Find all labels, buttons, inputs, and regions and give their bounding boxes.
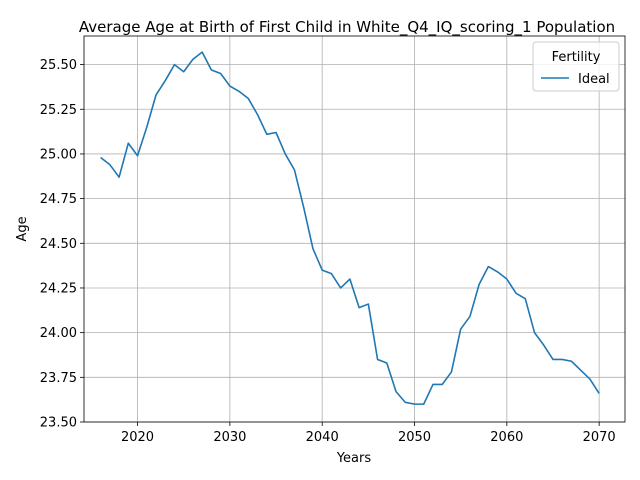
x-tick-label: 2030 (213, 430, 246, 445)
grid-lines (84, 36, 625, 423)
y-tick-label: 24.00 (40, 326, 77, 341)
y-tick-label: 23.50 (40, 416, 77, 431)
x-tick-label: 2040 (306, 430, 339, 445)
y-tick-label: 25.25 (40, 103, 77, 118)
x-tick-label: 2070 (583, 430, 616, 445)
y-tick-label: 24.75 (40, 192, 77, 207)
series-line-ideal (100, 51, 600, 405)
x-axis-ticks: 2020 2030 2040 2050 2060 2070 (121, 422, 616, 445)
x-tick-label: 2020 (121, 430, 154, 445)
y-tick-label: 24.25 (40, 281, 77, 296)
y-tick-label: 23.75 (40, 371, 77, 386)
y-axis-label: Age (15, 216, 30, 241)
x-tick-label: 2050 (398, 430, 431, 445)
y-tick-label: 25.50 (40, 58, 77, 73)
series-layer (100, 51, 600, 405)
legend-label-ideal: Ideal (578, 72, 610, 87)
y-tick-label: 25.00 (40, 147, 77, 162)
legend-title: Fertility (552, 50, 601, 65)
plot-frame (83, 35, 626, 423)
x-axis-label: Years (336, 451, 372, 466)
chart-title: Average Age at Birth of First Child in W… (79, 18, 615, 37)
y-tick-label: 24.50 (40, 237, 77, 252)
legend: Fertility Ideal (532, 41, 620, 92)
x-tick-label: 2060 (490, 430, 523, 445)
y-axis-ticks: 23.50 23.75 24.00 24.25 24.50 24.75 25.00 25.25… (40, 58, 84, 431)
